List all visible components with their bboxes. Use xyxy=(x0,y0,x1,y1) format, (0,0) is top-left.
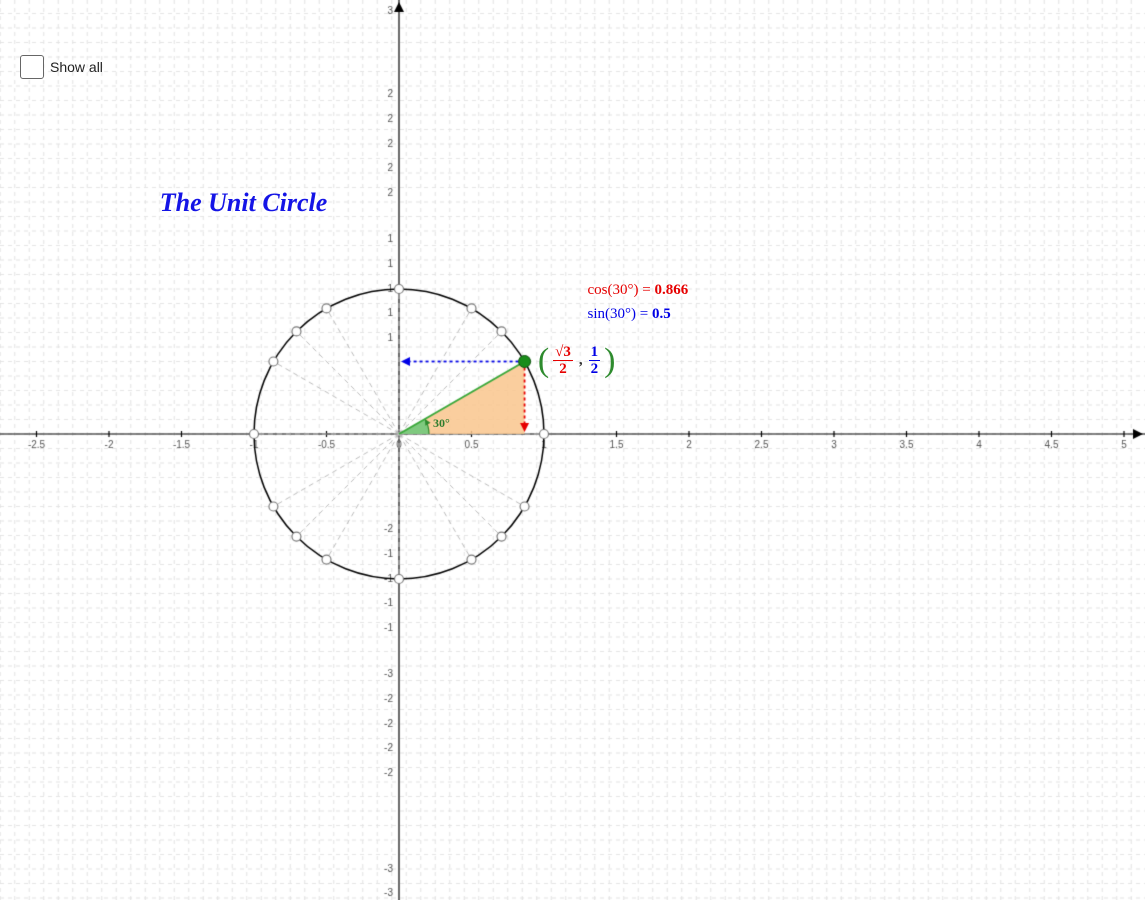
cos-value-label: cos(30°) = 0.866 xyxy=(588,282,689,299)
checkbox-label: Show all xyxy=(50,59,103,75)
unit-circle-canvas[interactable] xyxy=(0,0,1145,900)
checkbox-box[interactable] xyxy=(20,55,44,79)
chart-title: The Unit Circle xyxy=(160,188,328,218)
angle-label: 30° xyxy=(433,416,450,431)
sin-value-label: sin(30°) = 0.5 xyxy=(588,306,671,323)
point-coordinates-label: ( √3 2 , 1 2 ) xyxy=(538,342,616,380)
show-all-checkbox[interactable]: Show all xyxy=(20,55,103,79)
